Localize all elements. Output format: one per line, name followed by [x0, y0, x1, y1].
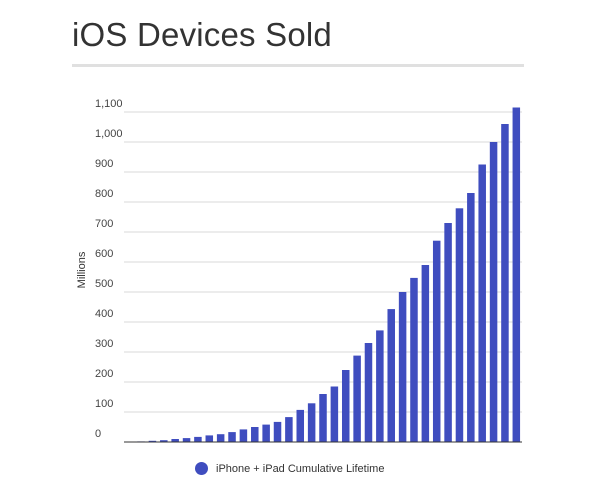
bar[interactable]	[160, 440, 168, 442]
bar[interactable]	[398, 292, 407, 442]
legend-label: iPhone + iPad Cumulative Lifetime	[216, 462, 385, 475]
bar[interactable]	[455, 208, 464, 442]
y-tick-label: 400	[95, 308, 113, 320]
bar[interactable]	[330, 386, 339, 443]
bar[interactable]	[262, 424, 270, 442]
bar[interactable]	[387, 309, 395, 442]
gridlines	[124, 111, 522, 413]
y-tick-label: 900	[95, 158, 113, 170]
bar[interactable]	[410, 277, 418, 442]
bar[interactable]	[171, 439, 179, 442]
bar[interactable]	[148, 440, 157, 442]
y-tick-label: 1,000	[95, 128, 123, 140]
title-divider	[72, 64, 524, 67]
bar[interactable]	[285, 417, 293, 442]
bar[interactable]	[478, 164, 486, 443]
bar[interactable]	[273, 421, 282, 442]
y-tick-label: 500	[95, 278, 113, 290]
bar[interactable]	[228, 432, 236, 442]
y-tick-label: 100	[95, 398, 113, 410]
bar[interactable]	[353, 355, 361, 442]
bar[interactable]	[364, 343, 373, 442]
legend-swatch-icon	[195, 462, 208, 475]
y-tick-label: 1,100	[95, 98, 123, 110]
bar[interactable]	[205, 435, 214, 442]
legend[interactable]: iPhone + iPad Cumulative Lifetime	[195, 462, 384, 475]
y-tick-label: 800	[95, 188, 113, 200]
bar[interactable]	[341, 370, 350, 442]
y-axis-ticks: 0 100 200 300 400 500 600 700 800 900 1,000 1,100	[95, 98, 123, 440]
y-tick-label: 700	[95, 218, 113, 230]
bar[interactable]	[307, 403, 316, 442]
bar[interactable]	[296, 409, 305, 442]
bar[interactable]	[216, 434, 225, 442]
y-tick-label: 0	[95, 428, 101, 440]
bar[interactable]	[421, 265, 430, 442]
bars	[125, 107, 521, 443]
bar[interactable]	[467, 193, 475, 442]
y-tick-label: 200	[95, 368, 113, 380]
bar[interactable]	[501, 124, 509, 442]
bar[interactable]	[194, 436, 202, 442]
y-tick-label: 300	[95, 338, 113, 350]
bar[interactable]	[376, 330, 384, 442]
bar[interactable]	[251, 427, 259, 442]
bar[interactable]	[432, 240, 441, 442]
bar[interactable]	[182, 438, 191, 442]
bar[interactable]	[512, 107, 521, 443]
bar[interactable]	[489, 142, 498, 442]
chart-title: iOS Devices Sold	[72, 16, 332, 53]
bar[interactable]	[239, 429, 248, 442]
bar[interactable]	[319, 394, 327, 442]
y-axis-title: Millions	[76, 251, 88, 288]
bar[interactable]	[444, 223, 452, 442]
y-tick-label: 600	[95, 248, 113, 260]
